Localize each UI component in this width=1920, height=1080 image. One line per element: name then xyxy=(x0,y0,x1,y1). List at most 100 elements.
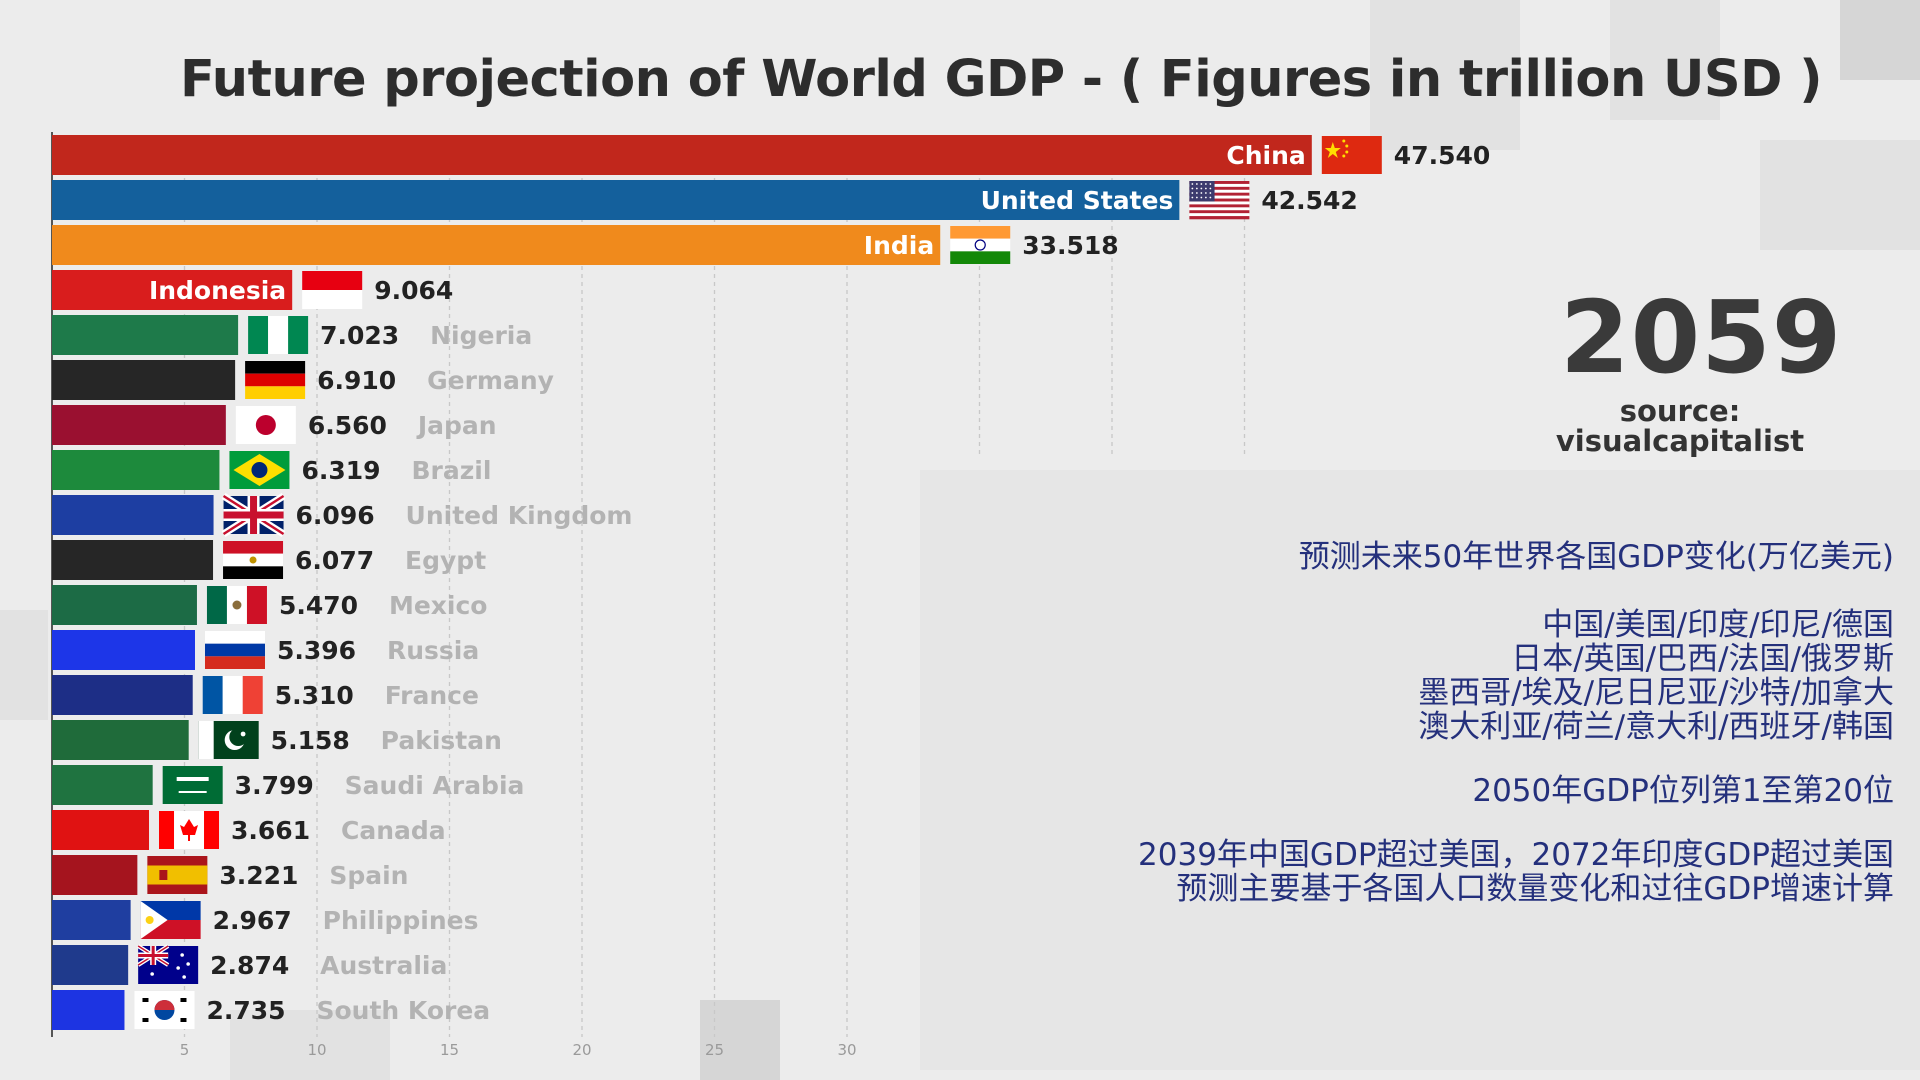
background-tile xyxy=(230,1010,390,1080)
country-label: France xyxy=(385,681,479,710)
bar-row: China 47.540 xyxy=(52,135,1490,175)
country-label: Indonesia xyxy=(149,276,286,305)
bar-row: India 33.518 xyxy=(52,225,1119,265)
tick-label: 30 xyxy=(837,1041,856,1059)
country-label: United States xyxy=(981,186,1174,215)
united-kingdom-flag xyxy=(221,493,286,537)
source-line: source: xyxy=(1619,394,1741,428)
bar-row: United States 42.542 xyxy=(52,180,1358,220)
value-label: 3.661 xyxy=(231,816,310,845)
country-label: Russia xyxy=(387,636,479,665)
annotation-line: 预测未来50年世界各国GDP变化(万亿美元) xyxy=(1298,539,1894,575)
background-tile xyxy=(700,1000,780,1080)
france-flag xyxy=(202,676,263,714)
bar xyxy=(52,180,1180,220)
japan-flag xyxy=(235,406,296,444)
source-name: visualcapitalist xyxy=(1555,424,1805,458)
china-flag xyxy=(1321,136,1382,174)
germany-flag xyxy=(245,361,306,399)
background-tile xyxy=(1610,0,1720,120)
value-label: 5.470 xyxy=(279,591,358,620)
tick-label: 5 xyxy=(180,1041,190,1059)
indonesia-flag xyxy=(302,271,363,309)
bar-row: 2.735 South Korea xyxy=(52,990,490,1030)
country-label: Germany xyxy=(427,366,554,395)
egypt-flag xyxy=(223,541,284,579)
country-label: China xyxy=(1226,141,1305,170)
india-flag xyxy=(950,226,1011,264)
value-label: 6.910 xyxy=(317,366,396,395)
country-label: Saudi Arabia xyxy=(345,771,525,800)
bar xyxy=(52,405,226,445)
value-label: 5.158 xyxy=(271,726,350,755)
source-label: source: visualcapitalist xyxy=(1530,396,1830,456)
country-label: Brazil xyxy=(411,456,491,485)
bar-row: 6.096 United Kingdom xyxy=(52,495,632,535)
tick-label: 10 xyxy=(307,1041,326,1059)
value-label: 3.221 xyxy=(219,861,298,890)
bar xyxy=(52,450,220,490)
background-tile xyxy=(1760,140,1920,250)
bar-row: 2.874 Australia xyxy=(52,945,447,985)
bar-row: 5.396 Russia xyxy=(52,630,479,670)
value-label: 6.096 xyxy=(296,501,375,530)
country-label: South Korea xyxy=(316,996,490,1025)
country-label: Philippines xyxy=(323,906,479,935)
bar-row: 2.967 Philippines xyxy=(52,900,478,940)
bar-row: 3.799 Saudi Arabia xyxy=(52,765,524,805)
bar xyxy=(52,270,293,310)
country-label: United Kingdom xyxy=(406,501,633,530)
value-label: 5.396 xyxy=(277,636,356,665)
annotation-line: 预测主要基于各国人口数量变化和过往GDP增速计算 xyxy=(1176,871,1894,907)
bar-row: 6.560 Japan xyxy=(52,405,497,445)
bar-row: 6.077 Egypt xyxy=(52,540,486,580)
value-label: 6.319 xyxy=(301,456,380,485)
pakistan-flag xyxy=(198,721,259,759)
philippines-flag xyxy=(140,901,201,939)
value-label: 42.542 xyxy=(1261,186,1357,215)
annotation-line: 中国/美国/印度/印尼/德国 xyxy=(1542,607,1894,643)
value-label: 2.735 xyxy=(206,996,285,1025)
bar-row: Indonesia 9.064 xyxy=(52,270,453,310)
country-label: Canada xyxy=(341,816,446,845)
brazil-flag xyxy=(229,451,290,489)
value-label: 9.064 xyxy=(374,276,453,305)
bar-row: 5.310 France xyxy=(52,675,479,715)
chart-title: Future projection of World GDP - ( Figur… xyxy=(180,50,1823,109)
bar xyxy=(52,675,193,715)
country-label: Mexico xyxy=(389,591,488,620)
bar-row: 5.470 Mexico xyxy=(52,585,487,625)
country-label: Pakistan xyxy=(381,726,502,755)
bar xyxy=(52,585,197,625)
value-label: 33.518 xyxy=(1022,231,1118,260)
bar-row: 3.221 Spain xyxy=(52,855,408,895)
tick-label: 20 xyxy=(572,1041,591,1059)
south-korea-flag xyxy=(134,991,195,1029)
country-label: Nigeria xyxy=(430,321,532,350)
value-label: 2.967 xyxy=(213,906,292,935)
bar xyxy=(52,540,214,580)
value-label: 6.560 xyxy=(308,411,387,440)
bar-row: 6.319 Brazil xyxy=(52,450,491,490)
bar xyxy=(52,810,150,850)
year-label: 2059 xyxy=(1560,279,1843,396)
country-label: Australia xyxy=(320,951,447,980)
annotation-line: 日本/英国/巴西/法国/俄罗斯 xyxy=(1511,641,1894,677)
bar-row: 6.910 Germany xyxy=(52,360,554,400)
value-label: 47.540 xyxy=(1394,141,1490,170)
united-states-flag xyxy=(1189,181,1250,220)
bar xyxy=(52,855,138,895)
bar xyxy=(52,945,129,985)
value-label: 3.799 xyxy=(235,771,314,800)
nigeria-flag xyxy=(248,316,309,354)
value-label: 6.077 xyxy=(295,546,374,575)
country-label: Japan xyxy=(416,411,497,440)
bar-row: 3.661 Canada xyxy=(52,810,446,850)
bar xyxy=(52,990,125,1030)
value-label: 2.874 xyxy=(210,951,289,980)
canada-flag xyxy=(159,811,220,849)
russia-flag xyxy=(204,631,265,669)
annotation-line: 2039年中国GDP超过美国，2072年印度GDP超过美国 xyxy=(1138,837,1894,873)
australia-flag xyxy=(137,944,199,984)
